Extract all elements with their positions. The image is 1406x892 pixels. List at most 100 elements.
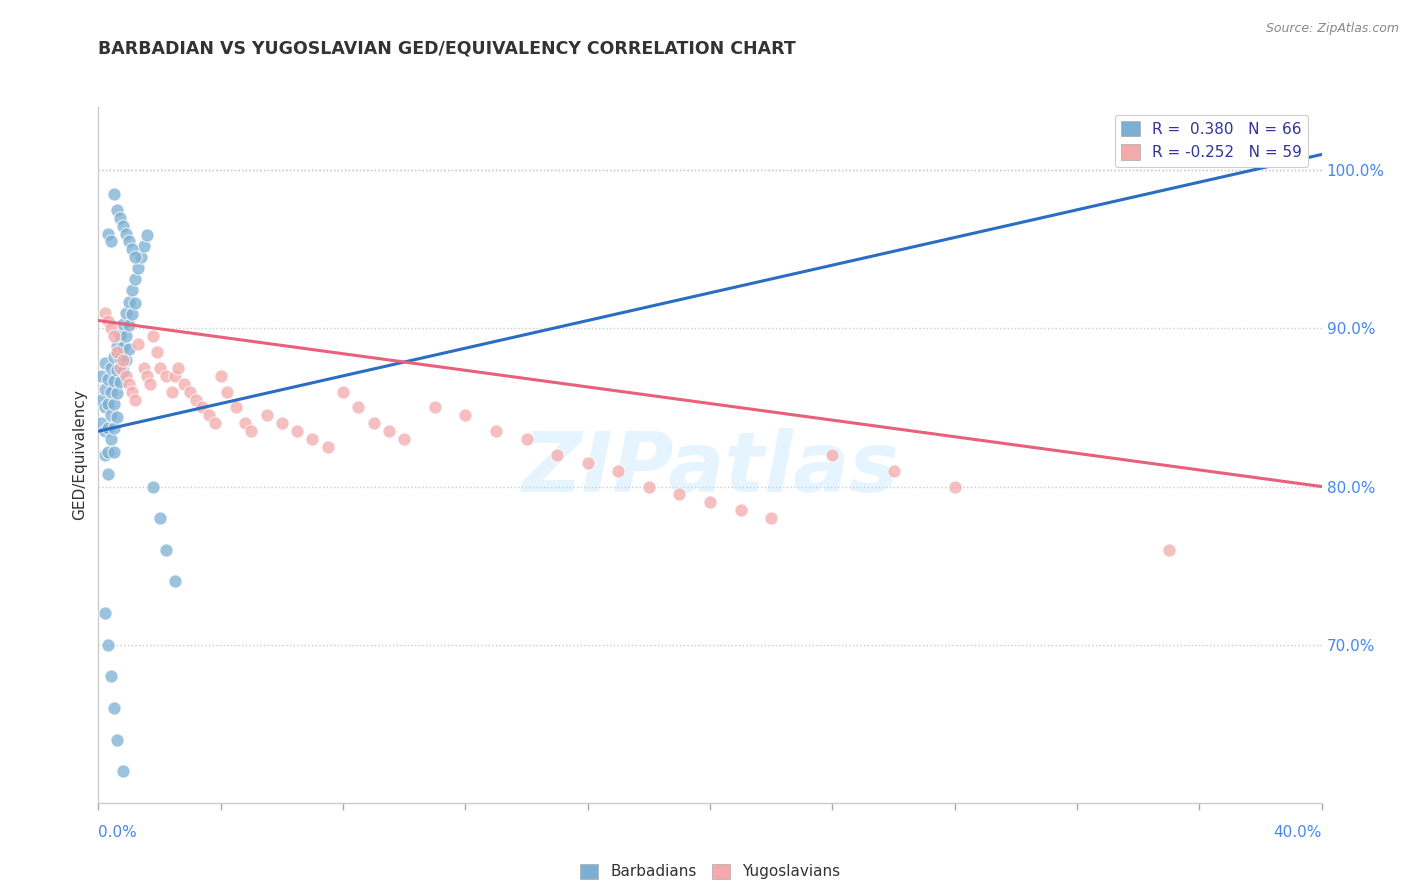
Point [90,368,112,383]
Point [197,409,219,423]
Point [103,187,125,202]
Point [121,284,143,298]
Point [204,417,226,431]
Point [423,401,446,415]
Point [607,464,630,478]
Point [100,409,122,423]
Point [93,356,115,370]
Point [115,353,138,368]
Point [127,261,149,276]
Text: 40.0%: 40.0% [1274,825,1322,840]
Point [108,327,131,342]
Point [121,243,143,257]
Point [270,417,292,431]
Point [160,384,183,399]
Point [111,364,134,378]
Point [97,444,120,458]
Point [103,374,125,388]
Point [100,669,122,683]
Point [730,503,752,517]
Point [699,495,721,509]
Point [485,424,508,438]
Point [149,361,172,376]
Point [118,318,141,333]
Point [100,361,122,376]
Text: Source: ZipAtlas.com: Source: ZipAtlas.com [1265,22,1399,36]
Point [90,417,112,431]
Point [167,361,190,376]
Point [105,345,128,359]
Point [134,361,156,376]
Point [97,467,120,481]
Point [821,448,844,462]
Point [118,376,141,391]
Point [332,384,354,399]
Point [111,340,134,354]
Point [179,384,201,399]
Point [97,313,120,327]
Point [108,351,131,366]
Point [103,444,125,458]
Point [155,542,177,557]
Point [100,432,122,446]
Point [191,401,214,415]
Point [105,362,128,376]
Point [103,421,125,435]
Point [136,228,159,243]
Point [93,448,115,462]
Point [93,606,115,620]
Point [121,384,143,399]
Point [118,235,141,249]
Point [316,440,339,454]
Point [115,305,138,319]
Point [883,464,905,478]
Point [576,456,599,470]
Point [93,382,115,396]
Point [163,368,186,383]
Point [142,329,165,343]
Point [115,227,138,241]
Point [256,409,278,423]
Point [363,417,385,431]
Point [454,409,477,423]
Point [118,342,141,356]
Point [111,764,134,779]
Point [134,239,156,253]
Point [97,638,120,652]
Point [186,392,208,407]
Point [145,345,167,359]
Point [378,424,401,438]
Point [115,368,138,383]
Point [93,401,115,415]
Point [108,211,131,225]
Point [115,329,138,343]
Point [215,384,238,399]
Point [943,479,966,493]
Point [149,511,172,525]
Point [668,487,690,501]
Point [173,376,195,391]
Point [124,392,146,407]
Point [108,361,131,376]
Point [347,401,370,415]
Point [105,409,128,424]
Point [163,574,186,589]
Point [100,384,122,399]
Point [103,397,125,411]
Point [105,339,128,353]
Point [90,392,112,407]
Point [97,227,120,241]
Point [97,397,120,411]
Point [103,350,125,364]
Y-axis label: GED/Equivalency: GED/Equivalency [72,390,87,520]
Point [124,296,146,310]
Point [285,424,308,438]
Point [103,701,125,715]
Point [100,321,122,335]
Point [97,372,120,386]
Legend: Barbadians, Yugoslavians: Barbadians, Yugoslavians [574,857,846,886]
Point [136,368,159,383]
Point [240,424,263,438]
Point [108,375,131,389]
Point [111,317,134,331]
